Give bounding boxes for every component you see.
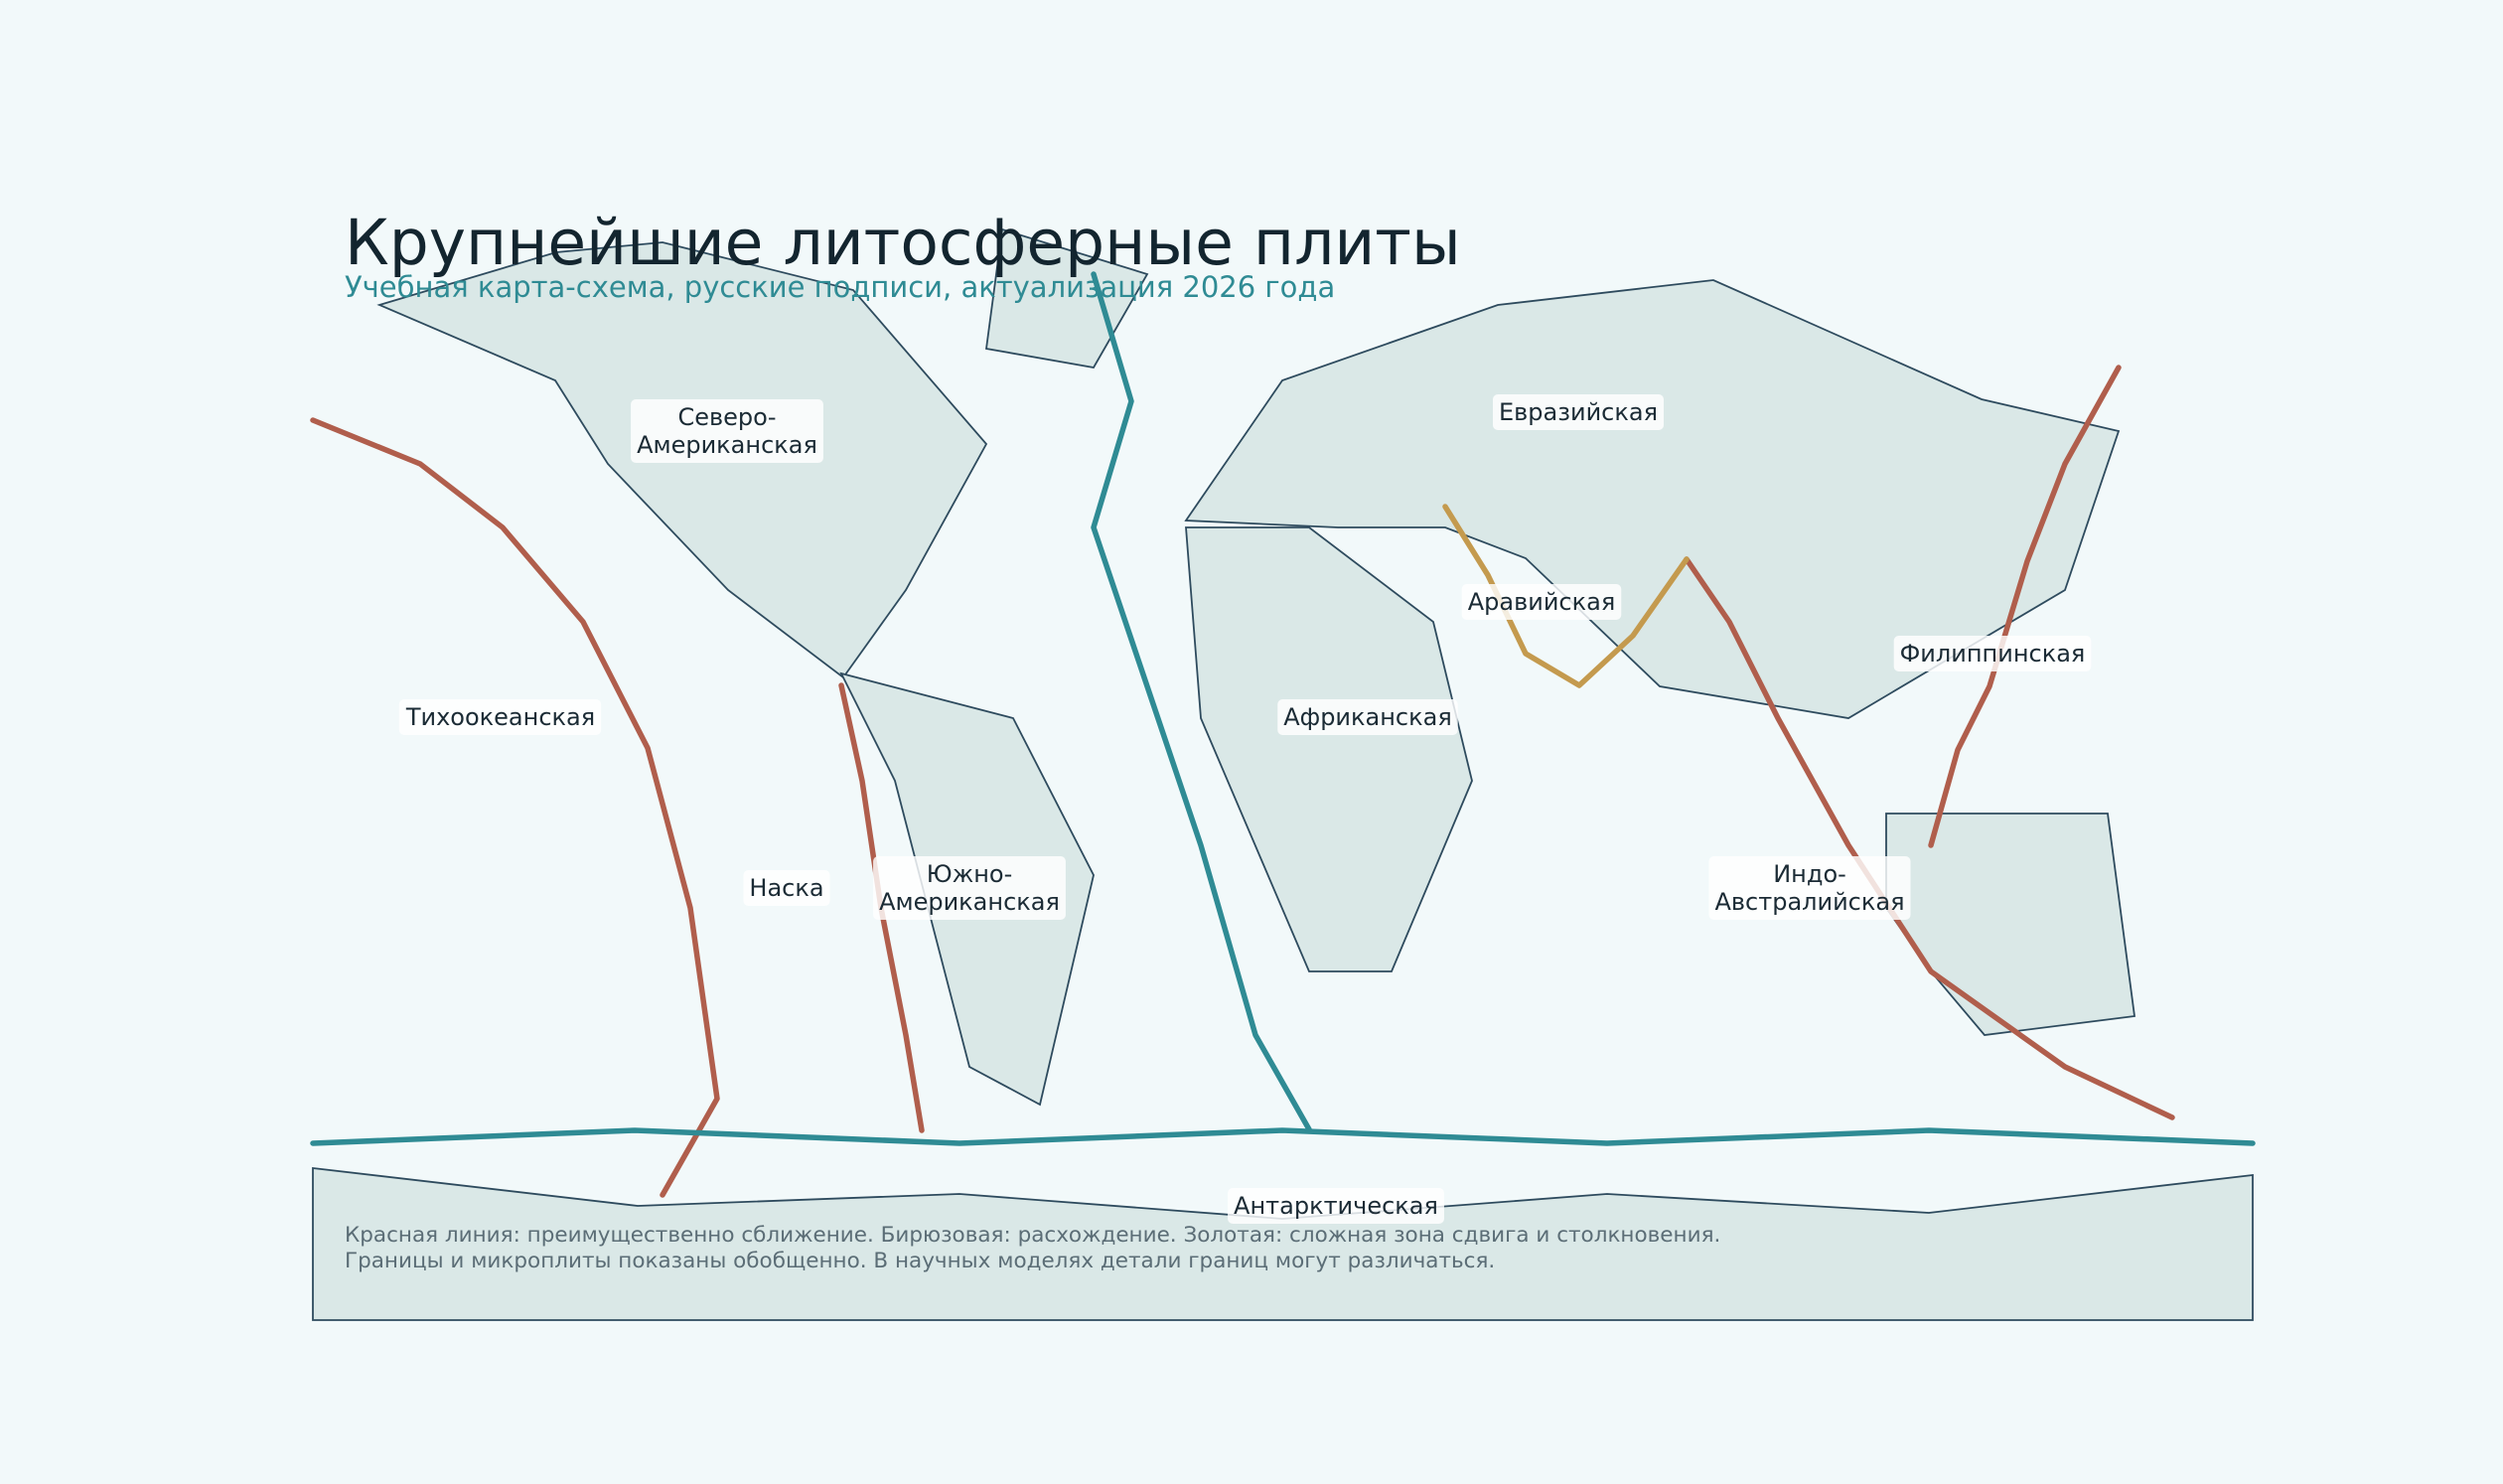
plate-label-text: Аравийская (1468, 588, 1616, 616)
boundary-divergent-southern (310, 1127, 2256, 1146)
page-title: Крупнейшие литосферные плиты (345, 207, 1461, 279)
plate-label-background (631, 399, 823, 463)
plate-label-text: Тихоокеанская (405, 703, 595, 731)
plate-label-background (398, 699, 602, 735)
plate-label-background (1708, 856, 1911, 920)
plate-label-text: Наска (749, 874, 823, 902)
footnote-line: Границы и микроплиты показаны обобщенно.… (345, 1249, 1495, 1273)
plate-labels: Северо-АмериканскаяЕвразийскаяАравийская… (398, 394, 2092, 1224)
land-eurasia (1184, 279, 2121, 719)
plate-label-arabian: Аравийская (1461, 584, 1622, 620)
legend-footnote: Красная линия: преимущественно сближение… (345, 1223, 1720, 1273)
land-australia (1885, 813, 2136, 1036)
plate-label-text: Африканская (1283, 703, 1452, 731)
page-subtitle: Учебная карта-схема, русские подписи, ак… (345, 270, 1335, 304)
boundary-convergent-indonesia (1684, 556, 2175, 1120)
landmasses (312, 227, 2254, 1321)
boundary-convergent-north-pacific (310, 417, 720, 1198)
plate-label-text: Евразийская (1499, 398, 1658, 426)
plate-label-text: Американская (879, 888, 1060, 916)
plate-label-eurasian: Евразийская (1492, 394, 1665, 430)
plate-label-nazca: Наска (743, 870, 830, 906)
plate-label-north-american: Северо-Американская (631, 399, 823, 463)
land-africa (1185, 526, 1473, 972)
plate-label-indo-australian: Индо-Австралийская (1708, 856, 1911, 920)
plate-label-background (1893, 636, 2092, 671)
boundary-divergent-atlantic (1091, 271, 1312, 1132)
plate-label-text: Американская (637, 431, 817, 459)
land-greenland (984, 227, 1149, 369)
footnote-line: Красная линия: преимущественно сближение… (345, 1223, 1720, 1248)
plate-label-text: Филиппинская (1900, 640, 2086, 668)
land-antarctica (312, 1166, 2254, 1321)
plate-label-text: Антарктическая (1234, 1192, 1438, 1220)
plate-label-background (1228, 1188, 1444, 1224)
plate-label-philippine: Филиппинская (1893, 636, 2092, 671)
plate-label-text: Индо- (1773, 860, 1846, 888)
plate-label-pacific: Тихоокеанская (398, 699, 602, 735)
plate-label-african: Африканская (1277, 699, 1458, 735)
plate-label-south-american: Южно-Американская (873, 856, 1066, 920)
plate-label-antarctic: Антарктическая (1228, 1188, 1444, 1224)
plate-label-background (743, 870, 830, 906)
plate-label-background (1277, 699, 1458, 735)
plate-label-text: Северо- (677, 403, 776, 431)
plate-label-background (1461, 584, 1622, 620)
boundary-complex-arabia (1442, 504, 1690, 688)
plate-label-background (1492, 394, 1665, 430)
boundary-convergent-west-pacific (1928, 365, 2122, 848)
plate-label-background (873, 856, 1066, 920)
plate-label-text: Австралийская (1714, 888, 1904, 916)
plate-label-text: Южно- (927, 860, 1013, 888)
